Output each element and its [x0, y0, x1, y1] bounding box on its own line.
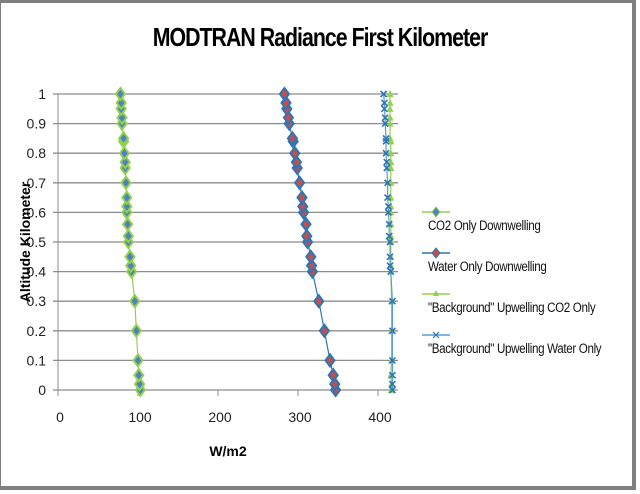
data-point — [296, 189, 308, 206]
data-point — [115, 95, 127, 111]
data-point — [289, 145, 301, 161]
y-tick-label: 0.3 — [27, 293, 47, 309]
series-layer — [114, 86, 396, 398]
data-point — [305, 258, 318, 274]
legend-item-background-upwelling-co2: "Background" Upwelling CO2 Only — [422, 287, 629, 328]
y-tick-label: 0.1 — [27, 352, 47, 368]
data-point — [386, 119, 394, 127]
data-point — [386, 104, 394, 112]
y-tick-label: 0.4 — [27, 264, 47, 280]
data-point — [120, 175, 132, 191]
data-point — [133, 376, 146, 392]
data-point — [121, 189, 133, 206]
data-point — [133, 367, 145, 383]
legend-item-water-downwelling: Water Only Downwelling — [422, 246, 629, 287]
y-tick-label: 0 — [38, 382, 46, 398]
x-tick-label: 100 — [128, 409, 152, 425]
data-point — [129, 293, 141, 309]
legend-label: "Background" Upwelling CO2 Only — [428, 300, 596, 315]
data-point — [318, 323, 331, 339]
legend: CO2 Only Downwelling Water Only Downwell… — [422, 205, 629, 369]
data-point — [286, 130, 299, 147]
y-tick-label: 0.8 — [27, 145, 47, 161]
x-axis-title: W/m2 — [209, 443, 247, 459]
data-point — [305, 249, 317, 265]
data-point — [301, 228, 313, 244]
legend-item-co2-downwelling: CO2 Only Downwelling — [422, 205, 629, 246]
data-point — [386, 113, 394, 121]
data-point — [124, 249, 136, 265]
legend-label: CO2 Only Downwelling — [428, 218, 541, 233]
y-tick-label: 0.2 — [27, 323, 47, 339]
triangle-marker-icon — [422, 290, 450, 296]
data-point — [117, 130, 130, 147]
y-tick-label: 0.7 — [27, 175, 47, 191]
data-point — [387, 149, 395, 157]
data-point — [132, 352, 144, 369]
data-point — [121, 198, 133, 215]
data-point — [324, 352, 336, 369]
data-point — [278, 86, 291, 102]
x-tick-label: 0 — [56, 409, 64, 425]
y-tick-label: 0.5 — [27, 234, 47, 250]
diamond-marker-icon — [422, 206, 450, 218]
chart-title: MODTRAN Radiance First Kilometer — [152, 22, 489, 52]
diamond-marker-icon — [422, 247, 450, 259]
series-0 — [114, 86, 147, 398]
data-point — [130, 323, 143, 339]
legend-label: Water Only Downwelling — [428, 259, 547, 274]
legend-item-background-upwelling-water: "Background" Upwelling Water Only — [422, 328, 629, 369]
data-point — [297, 198, 309, 215]
data-point — [114, 86, 127, 102]
data-point — [300, 216, 312, 232]
data-point — [313, 293, 325, 309]
x-tick-label: 200 — [208, 409, 232, 425]
data-point — [386, 98, 394, 106]
x-tick-label: 300 — [288, 409, 312, 425]
data-point — [121, 216, 134, 232]
y-tick-label: 1 — [38, 86, 46, 102]
series-1 — [278, 86, 342, 398]
y-axis-title: Altitude Kilometer — [17, 181, 33, 302]
axes: 0 0.1 0.2 0.3 0.4 0.5 0.6 0.7 0.8 0.9 1 0 100 200 300 4… — [27, 86, 392, 425]
x-tick-label: 400 — [368, 409, 392, 425]
legend-label: "Background" Upwelling Water Only — [428, 341, 602, 356]
data-point — [386, 90, 394, 97]
data-point — [327, 367, 339, 383]
data-point — [293, 175, 306, 191]
data-point — [118, 145, 131, 161]
y-tick-label: 0.6 — [27, 204, 47, 220]
data-point — [119, 154, 131, 170]
y-tick-label: 0.9 — [27, 116, 47, 132]
data-point — [125, 258, 137, 274]
data-point — [116, 110, 128, 126]
gridlines — [53, 93, 398, 391]
series-3 — [380, 90, 396, 394]
data-point — [122, 228, 135, 244]
x-marker-icon — [422, 331, 450, 339]
